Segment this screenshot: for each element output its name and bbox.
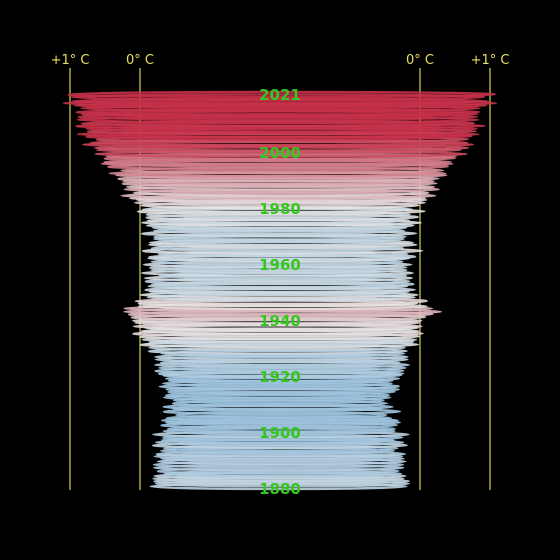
year-label-2000: 2000 [259, 144, 301, 162]
axis-label-right-plus1: +1° C [471, 53, 510, 68]
year-label-1940: 1940 [259, 312, 301, 330]
year-label-1960: 1960 [259, 256, 301, 274]
year-label-1880: 1880 [259, 480, 301, 498]
year-label-1900: 1900 [259, 424, 301, 442]
axis-label-left-plus1: +1° C [51, 53, 90, 68]
year-label-1980: 1980 [259, 200, 301, 218]
axis-label-left-zero: 0° C [126, 53, 154, 68]
axis-labels: +1° C 0° C 0° C +1° C [51, 53, 510, 68]
year-label-2021: 2021 [259, 86, 301, 104]
axis-label-right-zero: 0° C [406, 53, 434, 68]
year-label-1920: 1920 [259, 368, 301, 386]
